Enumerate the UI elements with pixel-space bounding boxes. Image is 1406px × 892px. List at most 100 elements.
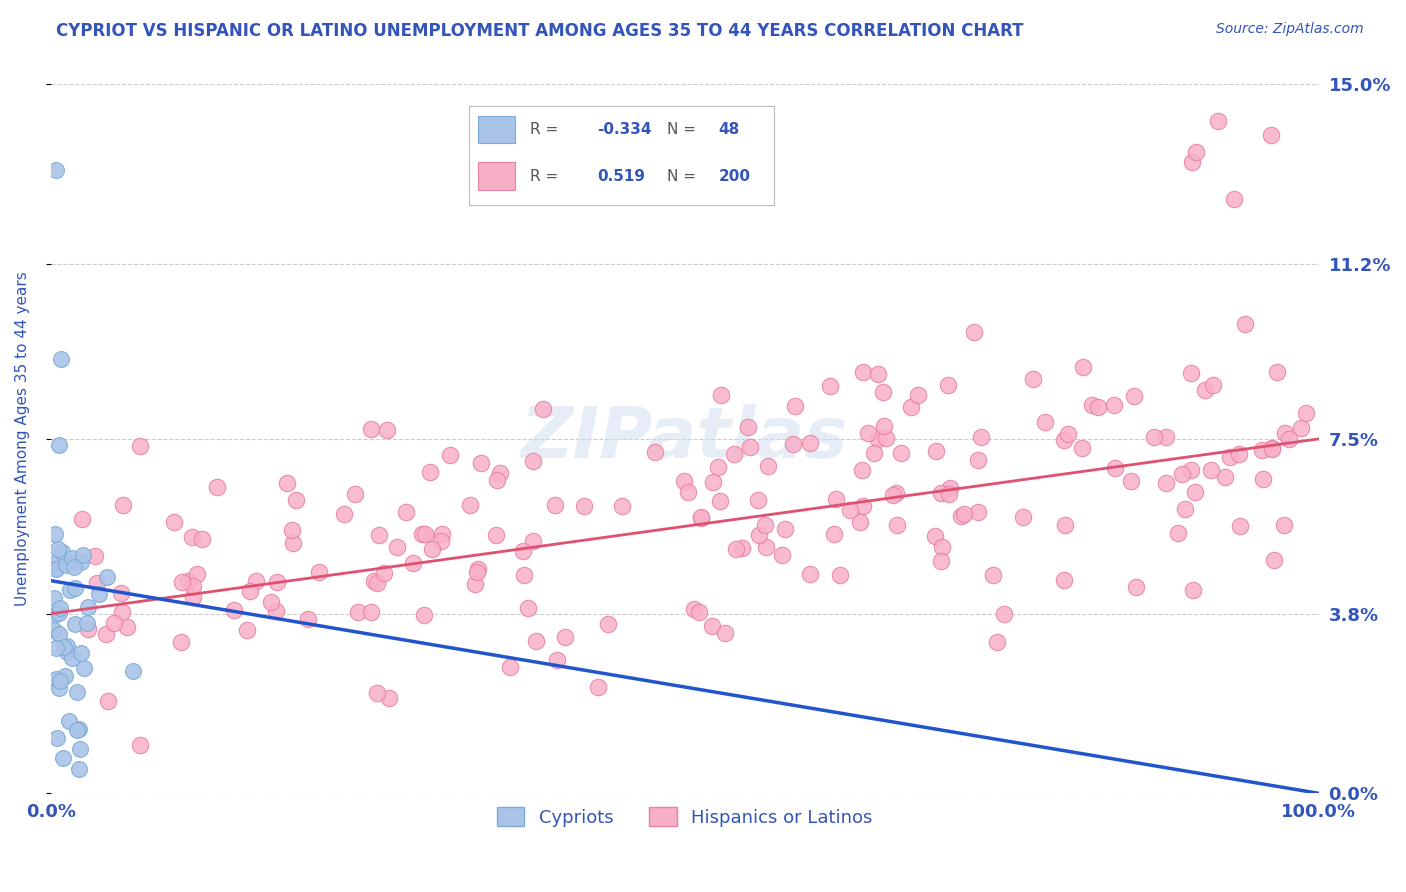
Hispanics or Latinos — [111, 498, 134, 512]
Hispanics or Latinos — [823, 526, 845, 541]
Hispanics or Latinos — [993, 607, 1015, 621]
Hispanics or Latinos — [1053, 433, 1076, 447]
Hispanics or Latinos — [953, 507, 976, 521]
Cypriots — [52, 751, 75, 765]
Hispanics or Latinos — [1121, 474, 1143, 488]
Hispanics or Latinos — [1080, 398, 1102, 412]
Hispanics or Latinos — [1070, 441, 1092, 455]
Hispanics or Latinos — [754, 518, 776, 533]
Hispanics or Latinos — [924, 528, 946, 542]
Hispanics or Latinos — [281, 536, 304, 550]
Hispanics or Latinos — [276, 475, 298, 490]
Hispanics or Latinos — [205, 480, 228, 494]
Cypriots — [66, 723, 89, 738]
Hispanics or Latinos — [86, 576, 108, 591]
Hispanics or Latinos — [1295, 406, 1317, 420]
Hispanics or Latinos — [1219, 450, 1241, 465]
Hispanics or Latinos — [1263, 553, 1285, 567]
Cypriots — [46, 555, 69, 569]
Hispanics or Latinos — [368, 527, 391, 541]
Hispanics or Latinos — [1194, 383, 1216, 397]
Hispanics or Latinos — [385, 541, 408, 555]
Hispanics or Latinos — [375, 423, 398, 437]
Cypriots — [49, 600, 72, 615]
Hispanics or Latinos — [1289, 421, 1312, 435]
Legend: Cypriots, Hispanics or Latinos: Cypriots, Hispanics or Latinos — [491, 800, 880, 834]
Hispanics or Latinos — [731, 541, 754, 555]
Cypriots — [48, 627, 70, 641]
Hispanics or Latinos — [981, 568, 1004, 582]
Hispanics or Latinos — [586, 681, 609, 695]
Hispanics or Latinos — [852, 499, 875, 513]
Hispanics or Latinos — [689, 510, 711, 524]
Hispanics or Latinos — [967, 505, 990, 519]
Hispanics or Latinos — [884, 486, 907, 500]
Hispanics or Latinos — [458, 498, 481, 512]
Hispanics or Latinos — [610, 500, 633, 514]
Hispanics or Latinos — [963, 326, 986, 340]
Cypriots — [48, 681, 70, 696]
Hispanics or Latinos — [1229, 519, 1251, 533]
Hispanics or Latinos — [710, 388, 733, 402]
Hispanics or Latinos — [1185, 145, 1208, 160]
Cypriots — [60, 650, 83, 665]
Hispanics or Latinos — [485, 527, 508, 541]
Hispanics or Latinos — [413, 607, 436, 622]
Hispanics or Latinos — [467, 565, 489, 579]
Hispanics or Latinos — [366, 686, 388, 700]
Hispanics or Latinos — [839, 502, 862, 516]
Hispanics or Latinos — [1057, 427, 1080, 442]
Hispanics or Latinos — [467, 562, 489, 576]
Hispanics or Latinos — [1265, 365, 1288, 379]
Hispanics or Latinos — [1223, 192, 1246, 206]
Text: CYPRIOT VS HISPANIC OR LATINO UNEMPLOYMENT AMONG AGES 35 TO 44 YEARS CORRELATION: CYPRIOT VS HISPANIC OR LATINO UNEMPLOYME… — [56, 22, 1024, 40]
Hispanics or Latinos — [236, 624, 259, 638]
Hispanics or Latinos — [1233, 318, 1256, 332]
Hispanics or Latinos — [740, 440, 762, 454]
Text: Source: ZipAtlas.com: Source: ZipAtlas.com — [1216, 22, 1364, 37]
Hispanics or Latinos — [280, 523, 302, 537]
Hispanics or Latinos — [970, 429, 993, 443]
Hispanics or Latinos — [470, 456, 492, 470]
Cypriots — [73, 661, 96, 675]
Hispanics or Latinos — [486, 473, 509, 487]
Hispanics or Latinos — [266, 575, 288, 590]
Hispanics or Latinos — [84, 549, 107, 563]
Hispanics or Latinos — [929, 485, 952, 500]
Hispanics or Latinos — [554, 630, 576, 644]
Hispanics or Latinos — [700, 619, 723, 633]
Hispanics or Latinos — [863, 446, 886, 460]
Cypriots — [89, 587, 111, 601]
Cypriots — [48, 438, 70, 452]
Hispanics or Latinos — [1156, 430, 1178, 444]
Hispanics or Latinos — [430, 534, 453, 549]
Hispanics or Latinos — [1181, 583, 1204, 598]
Hispanics or Latinos — [1181, 155, 1204, 169]
Hispanics or Latinos — [72, 512, 94, 526]
Cypriots — [63, 616, 86, 631]
Cypriots — [69, 741, 91, 756]
Cypriots — [63, 582, 86, 596]
Hispanics or Latinos — [346, 605, 368, 619]
Hispanics or Latinos — [297, 611, 319, 625]
Hispanics or Latinos — [96, 627, 118, 641]
Cypriots — [67, 723, 90, 737]
Cypriots — [76, 616, 98, 631]
Hispanics or Latinos — [430, 527, 453, 541]
Hispanics or Latinos — [1251, 472, 1274, 486]
Cypriots — [44, 526, 66, 541]
Hispanics or Latinos — [245, 574, 267, 588]
Hispanics or Latinos — [259, 595, 281, 609]
Cypriots — [45, 560, 67, 574]
Hispanics or Latinos — [1022, 372, 1045, 386]
Hispanics or Latinos — [172, 574, 194, 589]
Hispanics or Latinos — [849, 515, 872, 529]
Cypriots — [55, 558, 77, 572]
Hispanics or Latinos — [688, 606, 710, 620]
Hispanics or Latinos — [522, 454, 544, 468]
Hispanics or Latinos — [925, 444, 948, 458]
Hispanics or Latinos — [872, 384, 894, 399]
Hispanics or Latinos — [938, 377, 960, 392]
Cypriots — [58, 714, 80, 729]
Hispanics or Latinos — [1011, 509, 1033, 524]
